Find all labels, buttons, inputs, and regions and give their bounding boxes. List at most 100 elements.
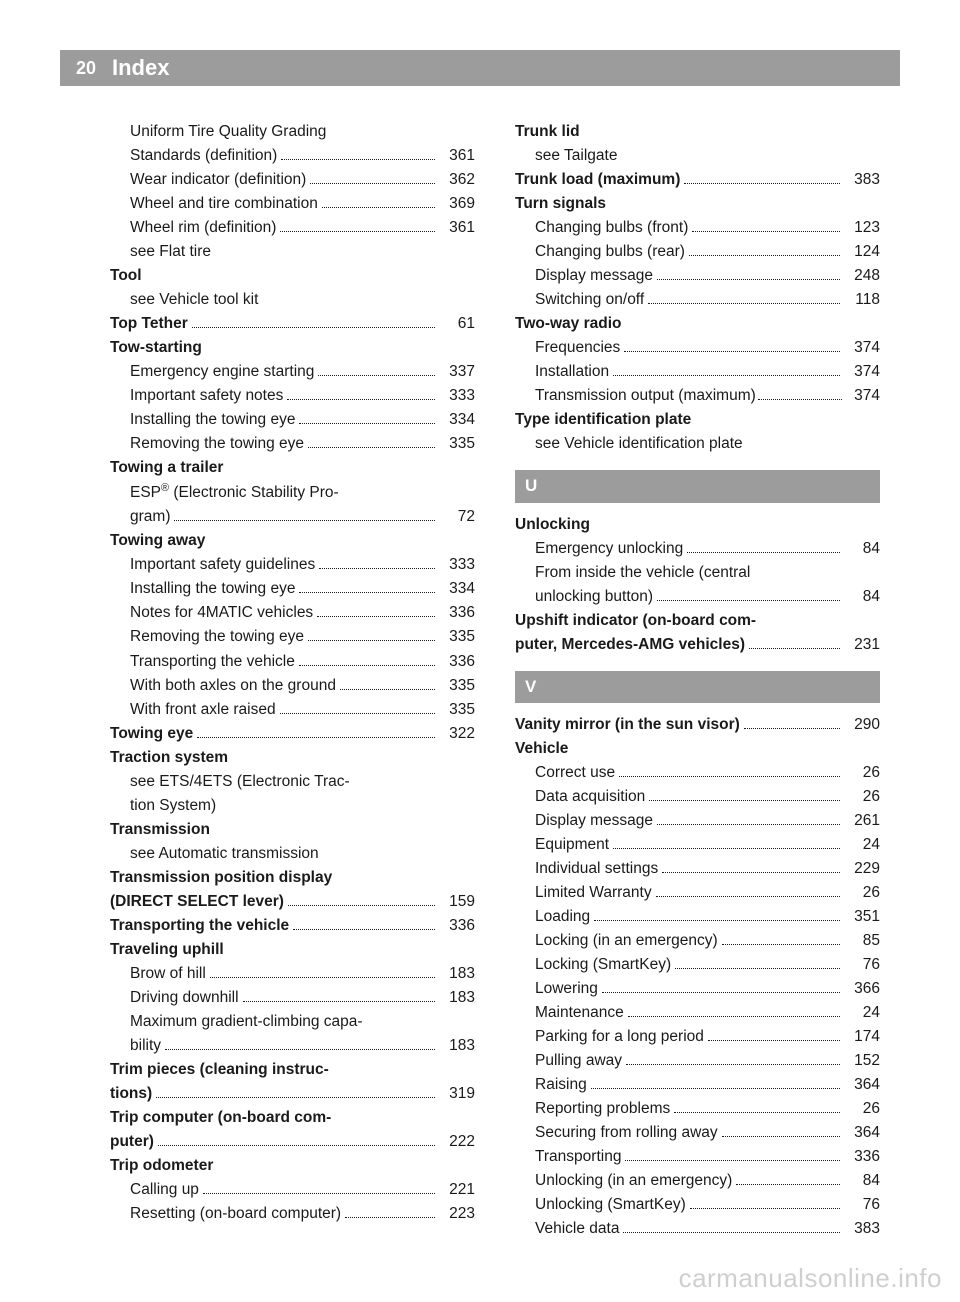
index-label: Display message <box>535 264 653 288</box>
leader-dots <box>280 220 435 232</box>
leader-dots <box>657 268 840 280</box>
index-label: Individual settings <box>535 857 658 881</box>
page-ref: 261 <box>844 809 880 833</box>
page-ref: 183 <box>439 1034 475 1058</box>
page-ref: 183 <box>439 962 475 986</box>
leader-dots <box>613 837 840 849</box>
index-entry: see Vehicle tool kit <box>110 288 475 312</box>
page-ref: 336 <box>844 1145 880 1169</box>
index-entry: unlocking button)84 <box>515 585 880 609</box>
index-label: Wheel rim (definition) <box>130 216 276 240</box>
index-entry: Transmission <box>110 818 475 842</box>
index-label: Calling up <box>130 1178 199 1202</box>
index-label: Unlocking (in an emergency) <box>535 1169 732 1193</box>
index-label: Display message <box>535 809 653 833</box>
header-bar: 20 Index <box>60 50 900 86</box>
page-ref: 337 <box>439 360 475 384</box>
page-ref: 374 <box>844 384 880 408</box>
index-label: Removing the towing eye <box>130 625 304 649</box>
leader-dots <box>174 509 435 521</box>
leader-dots <box>722 1125 840 1137</box>
index-entry: Data acquisition26 <box>515 785 880 809</box>
index-label: Trim pieces (cleaning instruc- <box>110 1058 329 1082</box>
index-entry: Type identification plate <box>515 408 880 432</box>
leader-dots <box>308 629 435 641</box>
page-ref: 364 <box>844 1121 880 1145</box>
index-label: Vehicle data <box>535 1217 619 1241</box>
index-label: Data acquisition <box>535 785 645 809</box>
index-label: Vehicle <box>515 737 568 761</box>
page-title: Index <box>100 55 169 81</box>
page-ref: 335 <box>439 674 475 698</box>
leader-dots <box>613 364 840 376</box>
index-entry: Turn signals <box>515 192 880 216</box>
page-ref: 374 <box>844 336 880 360</box>
leader-dots <box>708 1029 840 1041</box>
index-label: Trunk load (maximum) <box>515 168 680 192</box>
index-entry: Traveling uphill <box>110 938 475 962</box>
leader-dots <box>657 813 840 825</box>
index-entry: Maximum gradient-climbing capa- <box>110 1010 475 1034</box>
index-label: Parking for a long period <box>535 1025 704 1049</box>
page-ref: 26 <box>844 881 880 905</box>
index-entry: Vehicle data383 <box>515 1217 880 1241</box>
index-label: Tool <box>110 264 142 288</box>
page-ref: 366 <box>844 977 880 1001</box>
page-ref: 361 <box>439 216 475 240</box>
index-label: Towing eye <box>110 722 193 746</box>
index-label: Raising <box>535 1073 587 1097</box>
index-entry: From inside the vehicle (central <box>515 561 880 585</box>
page-ref: 335 <box>439 432 475 456</box>
index-entry: With front axle raised335 <box>110 698 475 722</box>
leader-dots <box>674 1101 840 1113</box>
page-ref: 319 <box>439 1082 475 1106</box>
leader-dots <box>165 1037 435 1049</box>
index-label: tions) <box>110 1082 152 1106</box>
index-label: Traction system <box>110 746 228 770</box>
page-ref: 26 <box>844 1097 880 1121</box>
index-label: Installing the towing eye <box>130 408 295 432</box>
page-ref: 333 <box>439 553 475 577</box>
leader-dots <box>722 933 840 945</box>
section-head: U <box>515 470 880 502</box>
index-entry: Vehicle <box>515 737 880 761</box>
index-entry: Equipment24 <box>515 833 880 857</box>
page-ref: 183 <box>439 986 475 1010</box>
index-entry: Tool <box>110 264 475 288</box>
index-label: Towing a trailer <box>110 456 223 480</box>
index-entry: Correct use26 <box>515 761 880 785</box>
index-label: ESP® (Electronic Stability Pro- <box>130 480 339 505</box>
index-label: see ETS/4ETS (Electronic Trac- <box>130 770 350 794</box>
page-ref: 369 <box>439 192 475 216</box>
index-label: Locking (SmartKey) <box>535 953 671 977</box>
leader-dots <box>345 1205 435 1217</box>
index-entry: (DIRECT SELECT lever)159 <box>110 890 475 914</box>
index-label: Transmission <box>110 818 210 842</box>
leader-dots <box>287 388 435 400</box>
index-entry: Loading351 <box>515 905 880 929</box>
index-entry: Important safety guidelines333 <box>110 553 475 577</box>
index-label: Traveling uphill <box>110 938 224 962</box>
index-label: Frequencies <box>535 336 620 360</box>
leader-dots <box>299 653 435 665</box>
index-label: Notes for 4MATIC vehicles <box>130 601 313 625</box>
leader-dots <box>281 148 435 160</box>
index-label: Important safety notes <box>130 384 283 408</box>
index-entry: Securing from rolling away364 <box>515 1121 880 1145</box>
index-entry: Transporting336 <box>515 1145 880 1169</box>
index-label: see Vehicle identification plate <box>535 432 743 456</box>
index-label: Limited Warranty <box>535 881 652 905</box>
column-right: Trunk lidsee TailgateTrunk load (maximum… <box>515 120 880 1241</box>
leader-dots <box>625 1149 840 1161</box>
page-ref: 221 <box>439 1178 475 1202</box>
page-ref: 124 <box>844 240 880 264</box>
index-entry: Changing bulbs (rear)124 <box>515 240 880 264</box>
leader-dots <box>318 364 435 376</box>
index-entry: Reporting problems 26 <box>515 1097 880 1121</box>
leader-dots <box>322 196 435 208</box>
index-entry: Limited Warranty 26 <box>515 881 880 905</box>
index-entry: Wear indicator (definition)362 <box>110 168 475 192</box>
index-label: Trip computer (on-board com- <box>110 1106 331 1130</box>
index-entry: With both axles on the ground335 <box>110 674 475 698</box>
index-label: Reporting problems <box>535 1097 670 1121</box>
